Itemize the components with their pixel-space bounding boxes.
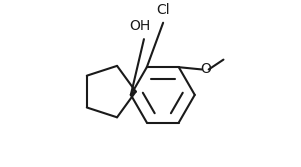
Text: O: O [200,62,211,76]
Text: Cl: Cl [156,3,170,17]
Text: OH: OH [129,19,150,33]
